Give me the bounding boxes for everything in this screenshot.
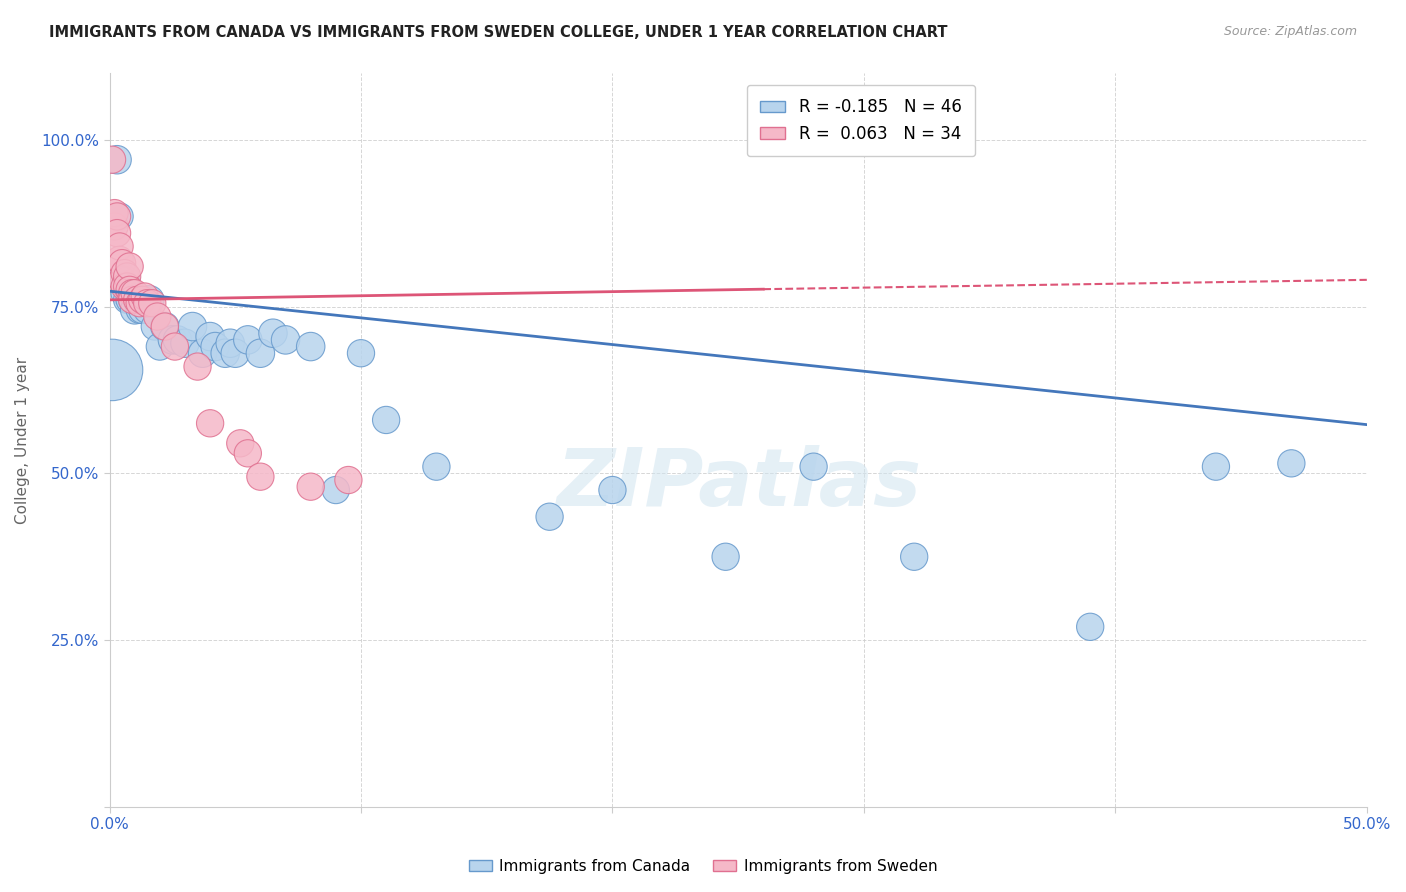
- Point: [149, 340, 172, 354]
- Point: [127, 293, 149, 307]
- Point: [105, 210, 128, 224]
- Point: [337, 473, 360, 487]
- Point: [236, 333, 259, 347]
- Point: [1205, 459, 1227, 474]
- Point: [103, 219, 125, 234]
- Point: [131, 293, 153, 307]
- Point: [115, 269, 138, 284]
- Point: [111, 256, 134, 270]
- Point: [262, 326, 284, 341]
- Point: [124, 286, 146, 301]
- Point: [249, 469, 271, 483]
- Point: [214, 346, 236, 360]
- Point: [111, 269, 134, 284]
- Point: [114, 279, 136, 293]
- Point: [115, 279, 138, 293]
- Point: [174, 336, 197, 351]
- Point: [101, 363, 124, 377]
- Point: [121, 293, 143, 307]
- Point: [128, 302, 150, 317]
- Point: [105, 226, 128, 240]
- Point: [1078, 620, 1101, 634]
- Point: [186, 359, 208, 374]
- Point: [153, 319, 176, 334]
- Point: [375, 413, 398, 427]
- Point: [108, 239, 131, 253]
- Point: [136, 302, 159, 317]
- Point: [101, 153, 124, 167]
- Point: [219, 336, 242, 351]
- Point: [136, 296, 159, 310]
- Text: ZIPatlas: ZIPatlas: [555, 445, 921, 523]
- Point: [108, 210, 131, 224]
- Point: [299, 480, 322, 494]
- Point: [236, 446, 259, 460]
- Point: [105, 153, 128, 167]
- Point: [118, 293, 141, 307]
- Point: [163, 340, 186, 354]
- Point: [115, 293, 138, 307]
- Point: [146, 310, 169, 324]
- Point: [108, 252, 131, 267]
- Point: [198, 417, 221, 431]
- Point: [134, 289, 156, 303]
- Point: [274, 333, 297, 347]
- Point: [162, 333, 184, 347]
- Point: [204, 340, 226, 354]
- Point: [127, 293, 149, 307]
- Point: [114, 286, 136, 301]
- Point: [166, 333, 188, 347]
- Point: [114, 266, 136, 280]
- Text: IMMIGRANTS FROM CANADA VS IMMIGRANTS FROM SWEDEN COLLEGE, UNDER 1 YEAR CORRELATI: IMMIGRANTS FROM CANADA VS IMMIGRANTS FRO…: [49, 25, 948, 40]
- Point: [181, 319, 204, 334]
- Point: [121, 293, 143, 307]
- Point: [139, 293, 162, 307]
- Point: [425, 459, 447, 474]
- Point: [121, 286, 143, 301]
- Point: [153, 319, 176, 334]
- Legend: Immigrants from Canada, Immigrants from Sweden: Immigrants from Canada, Immigrants from …: [463, 853, 943, 880]
- Point: [249, 346, 271, 360]
- Point: [198, 329, 221, 343]
- Point: [115, 273, 138, 287]
- Legend: R = -0.185   N = 46, R =  0.063   N = 34: R = -0.185 N = 46, R = 0.063 N = 34: [747, 85, 974, 156]
- Point: [143, 319, 166, 334]
- Point: [714, 549, 737, 564]
- Point: [128, 296, 150, 310]
- Point: [141, 296, 163, 310]
- Point: [118, 260, 141, 274]
- Point: [1279, 456, 1302, 470]
- Point: [299, 340, 322, 354]
- Point: [325, 483, 347, 497]
- Point: [103, 206, 125, 220]
- Point: [803, 459, 825, 474]
- Point: [118, 283, 141, 297]
- Text: Source: ZipAtlas.com: Source: ZipAtlas.com: [1223, 25, 1357, 38]
- Point: [229, 436, 252, 450]
- Point: [903, 549, 925, 564]
- Y-axis label: College, Under 1 year: College, Under 1 year: [15, 357, 30, 524]
- Point: [602, 483, 624, 497]
- Point: [224, 346, 246, 360]
- Point: [134, 293, 156, 307]
- Point: [124, 302, 146, 317]
- Point: [538, 509, 561, 524]
- Point: [350, 346, 373, 360]
- Point: [191, 346, 214, 360]
- Point: [131, 302, 153, 317]
- Point: [111, 273, 134, 287]
